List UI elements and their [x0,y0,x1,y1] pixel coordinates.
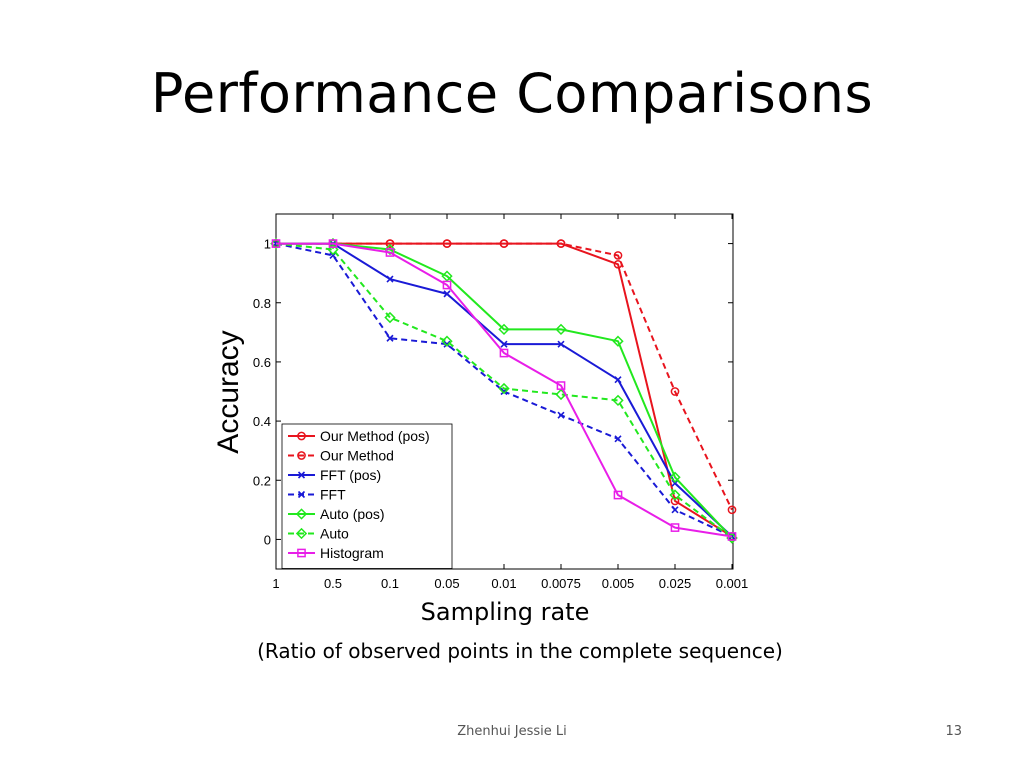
y-tick-label: 0.6 [253,355,271,370]
x-tick-label: 0.05 [434,576,459,591]
series-histogram [271,239,737,541]
legend-item-label: Auto (pos) [320,506,385,522]
data-point [384,243,396,256]
data-point [614,435,622,443]
legend-marker [295,508,308,520]
x-tick-label: 1 [272,576,279,591]
data-point [499,348,509,358]
data-point [385,248,395,257]
legend-marker [297,471,306,479]
data-point [556,381,566,390]
data-point [498,382,510,395]
data-point [671,506,679,514]
data-point [442,239,452,248]
data-point [441,335,453,347]
data-point [557,340,565,348]
legend-item-label: Our Method [320,448,394,464]
data-point [614,376,622,384]
series-line [276,242,733,538]
x-tick-label: 0.01 [491,576,516,591]
y-tick-label: 0.8 [253,296,271,311]
x-tick-label: 0.1 [381,576,399,591]
data-point [499,239,509,248]
legend-item-label: Histogram [320,545,384,561]
data-point [498,323,510,336]
legend-item-label: FFT (pos) [320,467,381,483]
y-tick-label: 1 [264,237,271,252]
x-axis-label: Sampling rate [420,598,590,626]
data-point [613,490,623,500]
page-number: 13 [945,724,962,739]
data-point [443,290,451,298]
legend [281,423,453,569]
x-tick-label: 0.001 [716,576,749,591]
data-point [727,532,737,541]
x-tick-label: 0.5 [324,576,342,591]
legend-marker [297,548,306,558]
data-point [670,523,680,532]
data-point [384,311,396,324]
data-point [327,243,339,256]
data-point [556,239,566,248]
x-tick-label: 0.005 [602,576,635,591]
data-point [670,387,680,396]
y-tick-label: 0.2 [253,473,271,488]
data-point [727,505,737,515]
data-point [670,496,680,506]
legend-item-label: Auto [320,526,349,542]
data-point [669,471,681,483]
data-point [443,340,451,348]
data-point [386,275,394,283]
data-point [555,323,567,336]
series-line [276,242,733,511]
legend-marker [297,431,306,441]
legend-marker [297,490,306,499]
data-point [442,280,452,290]
data-point [557,411,565,419]
data-point [271,239,281,248]
x-tick-label: 0.025 [659,576,692,591]
legend-item-label: FFT [320,487,346,503]
legend-marker [295,527,308,540]
y-axis-label: Accuracy [212,330,245,453]
x-axis-caption: (Ratio of observed points in the complet… [257,639,783,663]
data-point [386,334,394,342]
data-point [328,239,338,248]
legend-item-label: Our Method (pos) [320,428,430,444]
data-point [671,479,679,487]
y-tick-label: 0.4 [253,414,271,429]
footer-author: Zhenhui Jessie Li [457,724,567,739]
data-point [613,251,623,260]
series-line [275,242,733,539]
x-tick-label: 0.0075 [541,576,581,591]
data-point [669,489,681,501]
y-tick-label: 0 [264,532,271,547]
data-point [500,340,508,348]
data-point [385,239,395,248]
legend-marker [297,451,306,460]
slide-title: Performance Comparisons [150,62,874,125]
data-point [612,394,624,407]
data-point [612,335,624,347]
